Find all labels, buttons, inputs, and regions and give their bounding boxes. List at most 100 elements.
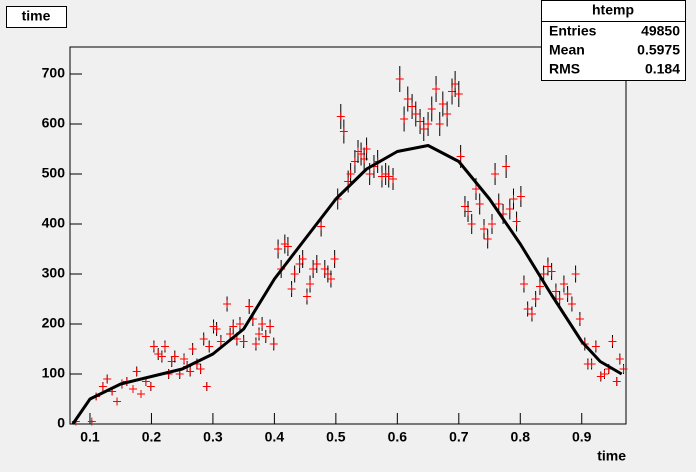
point <box>527 310 536 318</box>
point <box>411 110 420 118</box>
y-tick-label: 200 <box>42 315 66 331</box>
point <box>188 345 197 353</box>
point <box>274 245 283 253</box>
point <box>216 337 225 346</box>
point <box>283 242 292 251</box>
point <box>298 255 307 263</box>
point <box>491 170 500 178</box>
point <box>451 80 460 88</box>
point <box>551 287 560 296</box>
point <box>98 382 107 391</box>
point <box>505 205 514 213</box>
point <box>287 285 296 293</box>
point <box>336 112 345 121</box>
point <box>575 315 584 323</box>
point <box>157 352 166 361</box>
point <box>170 352 179 361</box>
point <box>480 225 489 233</box>
point <box>539 270 548 278</box>
point <box>223 300 232 308</box>
point <box>212 325 221 333</box>
point <box>103 375 112 383</box>
point <box>547 267 556 276</box>
point <box>543 262 552 271</box>
point <box>87 417 96 426</box>
y-tick-label: 400 <box>42 215 66 231</box>
point <box>516 192 525 201</box>
fit-curve <box>71 144 623 425</box>
y-tick-label: 100 <box>42 365 66 381</box>
point <box>454 90 463 98</box>
point <box>180 355 189 363</box>
point <box>235 320 244 328</box>
point <box>612 377 621 386</box>
point <box>427 105 436 113</box>
point <box>384 172 393 181</box>
stats-label: RMS <box>549 61 580 77</box>
point <box>531 295 540 303</box>
stats-title: htemp <box>592 2 634 18</box>
point <box>326 275 335 283</box>
point <box>312 260 321 268</box>
point <box>149 342 158 351</box>
point <box>587 360 596 368</box>
stats-value: 49850 <box>641 23 680 39</box>
point <box>132 367 141 376</box>
point <box>199 335 208 343</box>
y-tick-label: 500 <box>42 165 66 181</box>
point <box>196 365 205 373</box>
point <box>226 330 235 338</box>
point <box>309 265 318 273</box>
point <box>403 95 412 103</box>
x-tick-label: 0.5 <box>326 429 346 445</box>
point <box>555 295 564 303</box>
x-tick-label: 0.1 <box>80 429 100 445</box>
point <box>615 355 624 363</box>
point <box>239 337 248 346</box>
point <box>362 145 371 153</box>
point <box>438 100 447 108</box>
point <box>330 255 339 263</box>
x-tick-label: 0.4 <box>265 429 285 445</box>
point <box>600 370 609 378</box>
point <box>302 292 311 301</box>
point <box>129 385 138 393</box>
point <box>619 365 628 373</box>
y-tick-label: 0 <box>57 415 65 431</box>
x-axis-label: time <box>597 448 626 464</box>
x-tick-label: 0.7 <box>449 429 469 445</box>
point <box>535 282 544 291</box>
x-tick-label: 0.9 <box>572 429 592 445</box>
x-tick-label: 0.8 <box>511 429 531 445</box>
point <box>416 117 425 126</box>
point <box>205 342 214 351</box>
point <box>456 152 465 161</box>
point <box>290 270 299 278</box>
point <box>113 397 122 406</box>
point <box>261 332 270 341</box>
point <box>567 300 576 308</box>
x-tick-label: 0.3 <box>203 429 223 445</box>
point <box>443 110 452 118</box>
point <box>512 217 521 226</box>
point <box>346 170 355 178</box>
point <box>483 235 492 243</box>
point <box>160 342 169 351</box>
point <box>258 320 267 328</box>
x-tick-label: 0.6 <box>388 429 408 445</box>
point <box>571 270 580 278</box>
point <box>202 382 211 391</box>
stats-box <box>541 0 686 81</box>
x-tick-label: 0.2 <box>142 429 162 445</box>
point <box>608 337 617 346</box>
plot-frame <box>69 46 627 425</box>
point <box>229 322 238 331</box>
point <box>559 280 568 288</box>
point <box>424 120 433 128</box>
point <box>472 185 481 193</box>
point <box>266 322 275 331</box>
point <box>563 290 572 298</box>
point <box>269 340 278 348</box>
